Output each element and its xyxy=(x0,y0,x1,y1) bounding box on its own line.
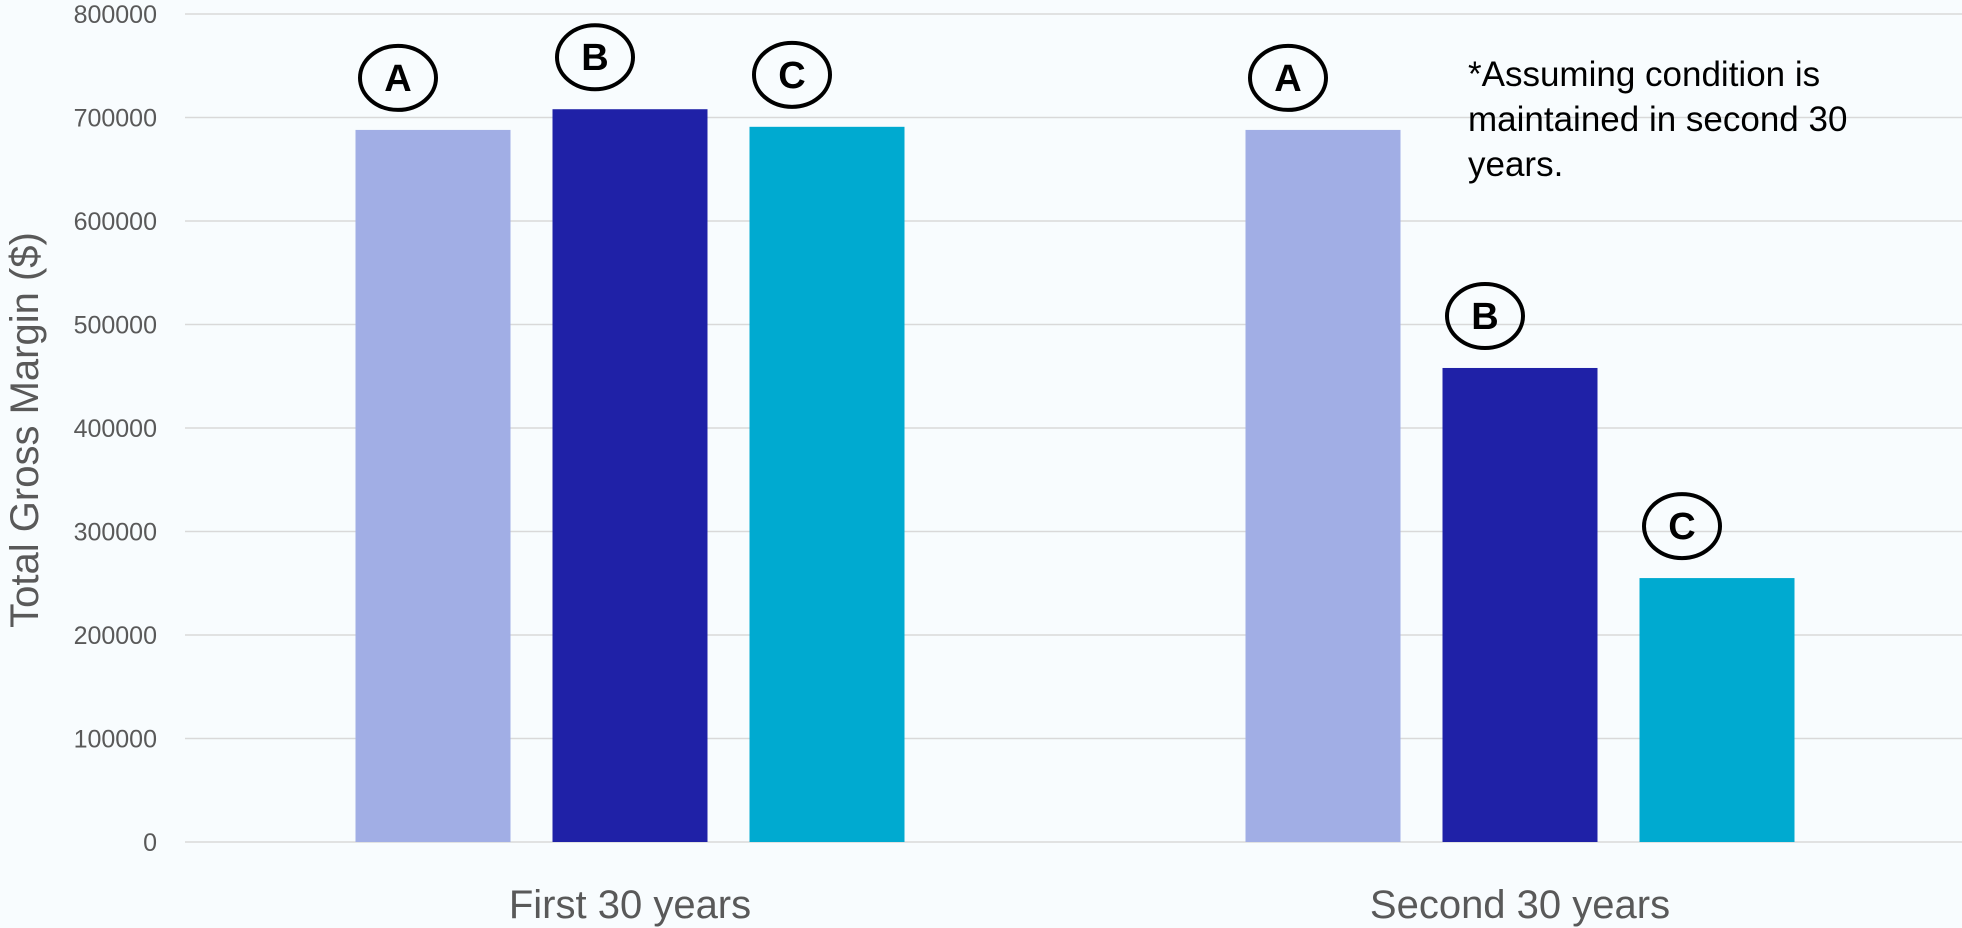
bar-a-second-30-years xyxy=(1245,129,1401,843)
marker-letter: B xyxy=(581,37,608,79)
bar-c-first-30-years xyxy=(749,126,905,842)
marker-letter: A xyxy=(384,58,411,100)
y-tick-label: 0 xyxy=(143,829,157,857)
marker-letter: B xyxy=(1471,296,1498,338)
y-tick-label: 300000 xyxy=(74,519,157,547)
y-tick-label: 500000 xyxy=(74,312,157,340)
marker-letter: C xyxy=(778,55,805,97)
y-tick-label: 100000 xyxy=(74,726,157,754)
y-tick-label: 800000 xyxy=(74,1,157,29)
marker-circle xyxy=(1642,492,1722,561)
marker-circle xyxy=(1248,43,1328,112)
y-tick-label: 700000 xyxy=(74,105,157,133)
y-tick-label: 200000 xyxy=(74,622,157,650)
y-tick-label: 400000 xyxy=(74,415,157,443)
marker-circle xyxy=(1445,281,1525,350)
y-axis-tick-labels: 0 100000 200000 300000 400000 500000 600000 700… xyxy=(74,1,157,857)
marker-circle xyxy=(555,23,635,92)
marker-circle xyxy=(358,43,438,112)
x-axis-category-labels: First 30 years Second 30 years xyxy=(509,883,1670,927)
marker-letter: C xyxy=(1668,506,1695,548)
category-label: First 30 years xyxy=(509,883,751,927)
chart-annotation: *Assuming condition is maintained in sec… xyxy=(1468,55,1848,184)
marker-letter: A xyxy=(1274,58,1301,100)
bar-c-second-30-years xyxy=(1639,578,1795,842)
bar-b-first-30-years xyxy=(552,109,708,843)
bar-b-second-30-years xyxy=(1442,367,1598,842)
marker-circle xyxy=(752,40,832,109)
y-tick-label: 600000 xyxy=(74,208,157,236)
bar-markers: A B C A B C xyxy=(358,23,1722,561)
category-label: Second 30 years xyxy=(1370,883,1670,927)
bar-a-first-30-years xyxy=(355,129,511,843)
y-axis-title: Total Gross Margin ($) xyxy=(3,232,47,628)
bars xyxy=(355,109,1795,843)
